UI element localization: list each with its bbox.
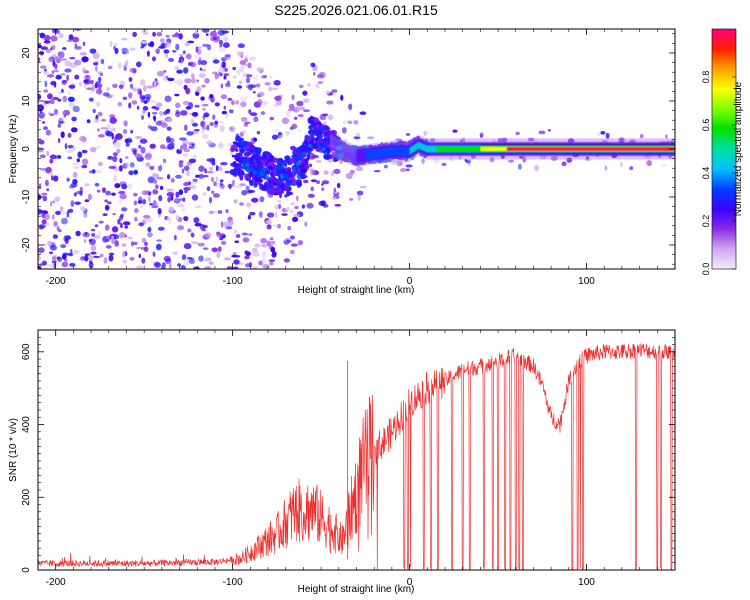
- colorbar-tick-label: 0.4: [701, 167, 711, 180]
- spectrogram-image: [38, 29, 675, 269]
- colorbar-ticks: 0.0 0.2 0.4 0.6 0.8: [701, 71, 736, 276]
- spectrogram-x-tick-label: 100: [578, 276, 595, 287]
- snr-x-tick-label: -200: [46, 577, 66, 588]
- snr-y-tick-label: 0: [21, 567, 32, 573]
- figure-title: S225.2026.021.06.01.R15: [274, 2, 438, 18]
- colorbar-tick-label: 0.8: [701, 71, 711, 84]
- spectrogram-y-tick-label: -20: [21, 237, 32, 252]
- snr-x-tick-label: -100: [223, 577, 243, 588]
- snr-ticks: -200 -100 0 100 0 200 400 600: [21, 329, 676, 588]
- snr-y-tick-label: 600: [21, 343, 32, 360]
- snr-x-tick-label: 100: [578, 577, 595, 588]
- colorbar-tick-label: 0.2: [701, 215, 711, 228]
- spectrogram-x-tick-label: -100: [223, 276, 243, 287]
- snr-y-tick-label: 200: [21, 488, 32, 505]
- spectrogram-y-tick-label: 10: [21, 95, 32, 107]
- spectrogram-x-tick-label: 0: [407, 276, 413, 287]
- colorbar: 0.0 0.2 0.4 0.6 0.8 Normalized spectral ampl…: [701, 28, 744, 276]
- snr-y-tick-label: 400: [21, 416, 32, 433]
- snr-panel: -200 -100 0 100 0 200 400 600 Height of straigh…: [8, 329, 676, 595]
- spectrogram-y-tick-label: 0: [21, 146, 32, 152]
- spectrogram-y-tick-label: 20: [21, 47, 32, 59]
- spectrogram-y-tick-label: -10: [21, 189, 32, 204]
- spectrogram-x-tick-label: -200: [46, 276, 66, 287]
- spectrogram-y-label: Frequency (Hz): [8, 115, 19, 184]
- snr-x-label: Height of straight line (km): [298, 584, 415, 595]
- snr-series-line: [38, 343, 675, 570]
- spectrogram-x-label: Height of straight line (km): [298, 285, 415, 296]
- colorbar-tick-label: 0.0: [701, 263, 711, 276]
- snr-plot-area: [38, 343, 675, 570]
- snr-y-label: SNR (10 * v/v): [8, 418, 19, 482]
- colorbar-gradient: [711, 28, 737, 270]
- colorbar-tick-label: 0.6: [701, 119, 711, 132]
- colorbar-label: Normalized spectral amplitude: [733, 81, 744, 216]
- snr-x-tick-label: 0: [407, 577, 413, 588]
